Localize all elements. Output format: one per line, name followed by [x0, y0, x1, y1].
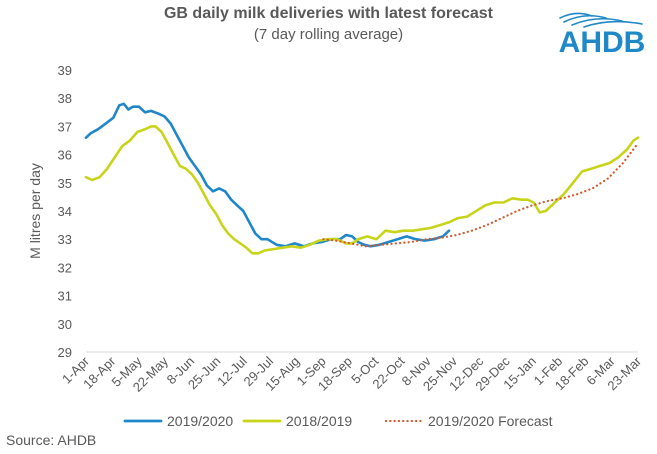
legend-label-1: 2018/2019: [286, 413, 352, 429]
ahdb-logo: AHDB: [552, 2, 652, 62]
y-tick-label: 38: [58, 91, 72, 106]
y-tick-label: 36: [58, 148, 72, 163]
series-line-0: [84, 102, 451, 248]
ahdb-logo-graphic: AHDB: [559, 12, 646, 59]
series-line-1: [84, 125, 640, 255]
source-note: Source: AHDB: [6, 432, 97, 448]
ahdb-logo-text: AHDB: [559, 26, 646, 59]
y-tick-label: 39: [58, 63, 72, 78]
legend-label-2: 2019/2020 Forecast: [428, 413, 553, 429]
chart-title: GB daily milk deliveries with latest for…: [163, 5, 493, 22]
legend-label-0: 2019/2020: [167, 413, 233, 429]
y-tick-label: 32: [58, 260, 72, 275]
chart-subtitle: (7 day rolling average): [253, 26, 404, 43]
y-tick-label: 29: [58, 345, 72, 360]
y-tick-label: 30: [58, 317, 72, 332]
y-tick-label: 33: [58, 232, 72, 247]
y-axis-title: M litres per day: [27, 163, 43, 259]
series-line-2: [322, 142, 640, 248]
y-tick-label: 35: [58, 176, 72, 191]
y-tick-label: 34: [58, 204, 72, 219]
y-tick-label: 31: [58, 289, 72, 304]
y-tick-label: 37: [58, 119, 72, 134]
